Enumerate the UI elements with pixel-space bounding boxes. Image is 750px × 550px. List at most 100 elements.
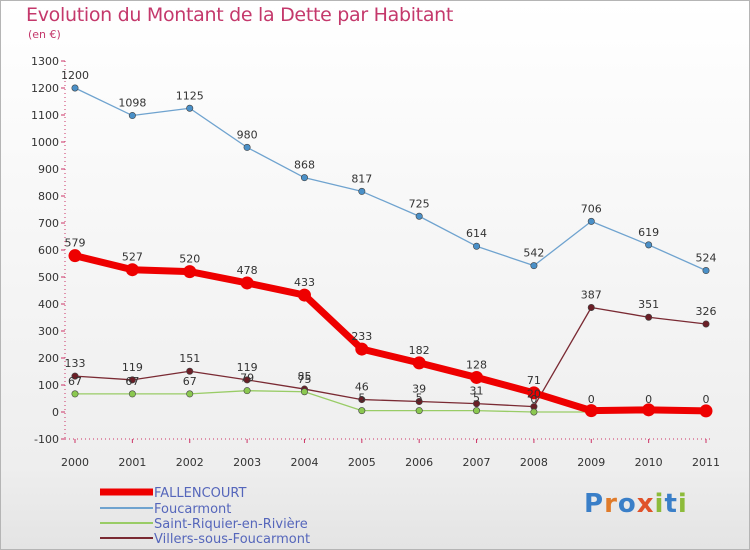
data-labels: 1200 1098 1125 980 868 817 725 614 542 706 619 524 1… xyxy=(61,69,717,406)
y-tick-label: 1000 xyxy=(31,136,59,149)
data-label: 706 xyxy=(581,202,602,215)
series-layer xyxy=(68,84,713,418)
x-tick-label: 2001 xyxy=(118,456,146,469)
data-point xyxy=(473,400,481,408)
series-line-1 xyxy=(74,87,707,272)
x-tick-label: 2005 xyxy=(348,456,376,469)
data-point xyxy=(587,217,595,225)
legend-label: Saint-Riquier-en-Rivière xyxy=(154,517,308,532)
x-tick-label: 2000 xyxy=(61,456,89,469)
data-label: 0 xyxy=(645,393,652,406)
chart-subtitle: (en €) xyxy=(28,28,61,41)
legend-label: Foucarmont xyxy=(154,502,231,517)
data-point xyxy=(415,212,423,220)
data-point xyxy=(358,407,366,415)
data-point xyxy=(358,187,366,195)
data-label: 31 xyxy=(470,385,484,398)
series-line-3 xyxy=(74,306,707,408)
data-point xyxy=(473,242,481,250)
data-label: 67 xyxy=(68,375,82,388)
x-tick-label: 2006 xyxy=(405,456,433,469)
y-tick-label: 1300 xyxy=(31,55,59,68)
logo-letter: x xyxy=(636,489,655,519)
logo-letter: i xyxy=(654,489,665,519)
data-label: 79 xyxy=(240,372,254,385)
data-label: 614 xyxy=(466,227,487,240)
data-label: 433 xyxy=(294,276,315,289)
data-label: 524 xyxy=(696,252,717,265)
data-point xyxy=(300,388,308,396)
data-point xyxy=(642,403,656,417)
data-label: 619 xyxy=(638,226,659,239)
data-point xyxy=(355,342,369,356)
data-point xyxy=(125,263,139,277)
y-tick-label: 800 xyxy=(38,190,59,203)
data-label: 387 xyxy=(581,289,602,302)
data-label: 0 xyxy=(588,393,595,406)
y-tick-label: 200 xyxy=(38,352,59,365)
data-label: 0 xyxy=(703,393,710,406)
y-tick-label: 900 xyxy=(38,163,59,176)
data-point xyxy=(415,407,423,415)
legend-label: FALLENCOURT xyxy=(154,486,247,501)
data-label: 119 xyxy=(122,361,143,374)
data-label: 520 xyxy=(179,253,200,266)
data-point xyxy=(645,241,653,249)
data-label: 133 xyxy=(65,357,86,370)
series-line-0 xyxy=(74,252,707,415)
data-label: 542 xyxy=(523,247,544,260)
x-tick-label: 2002 xyxy=(176,456,204,469)
data-label: 39 xyxy=(412,382,426,395)
data-label: 725 xyxy=(409,197,430,210)
data-label: 128 xyxy=(466,358,487,371)
data-label: 351 xyxy=(638,298,659,311)
data-point xyxy=(186,390,194,398)
data-point xyxy=(71,372,79,380)
logo-letter: o xyxy=(617,489,637,519)
data-label: 868 xyxy=(294,159,315,172)
x-tick-label: 2003 xyxy=(233,456,261,469)
chart-title: Evolution du Montant de la Dette par Hab… xyxy=(26,4,454,26)
x-tick-label: 2010 xyxy=(635,456,663,469)
data-label: 326 xyxy=(696,305,717,318)
data-label: 182 xyxy=(409,344,430,357)
data-point xyxy=(530,408,538,416)
data-label: 980 xyxy=(237,128,258,141)
data-point xyxy=(128,390,136,398)
data-point xyxy=(584,404,598,418)
data-point xyxy=(527,386,541,400)
data-label: 119 xyxy=(237,361,258,374)
data-point xyxy=(243,143,251,151)
y-tick-label: 0 xyxy=(52,406,59,419)
x-tick-label: 2007 xyxy=(463,456,491,469)
data-label: 0 xyxy=(530,393,537,406)
data-point xyxy=(297,288,311,302)
data-label: 151 xyxy=(179,352,200,365)
data-point xyxy=(186,104,194,112)
data-label: 67 xyxy=(125,375,139,388)
data-label: 233 xyxy=(351,330,372,343)
data-label: 579 xyxy=(65,237,86,250)
data-point xyxy=(645,313,653,321)
y-tick-label: 700 xyxy=(38,217,59,230)
y-tick-label: 600 xyxy=(38,244,59,257)
data-point xyxy=(240,276,254,290)
y-tick-label: 100 xyxy=(38,379,59,392)
data-label: 20 xyxy=(527,388,541,401)
y-tick-label: 1200 xyxy=(31,82,59,95)
data-label: 85 xyxy=(297,370,311,383)
logo-letter: P xyxy=(584,489,605,519)
y-tick-label: 500 xyxy=(38,271,59,284)
y-tick-label: 400 xyxy=(38,298,59,311)
data-point xyxy=(71,390,79,398)
data-label: 67 xyxy=(183,375,197,388)
data-label: 1200 xyxy=(61,69,89,82)
data-point xyxy=(702,320,710,328)
data-point xyxy=(243,376,251,384)
legend: FALLENCOURTFoucarmontSaint-Riquier-en-Ri… xyxy=(100,486,310,547)
x-tick-label: 2004 xyxy=(290,456,318,469)
legend-label: Villers-sous-Foucarmont xyxy=(154,532,310,547)
y-tick-label: -100 xyxy=(34,433,59,446)
